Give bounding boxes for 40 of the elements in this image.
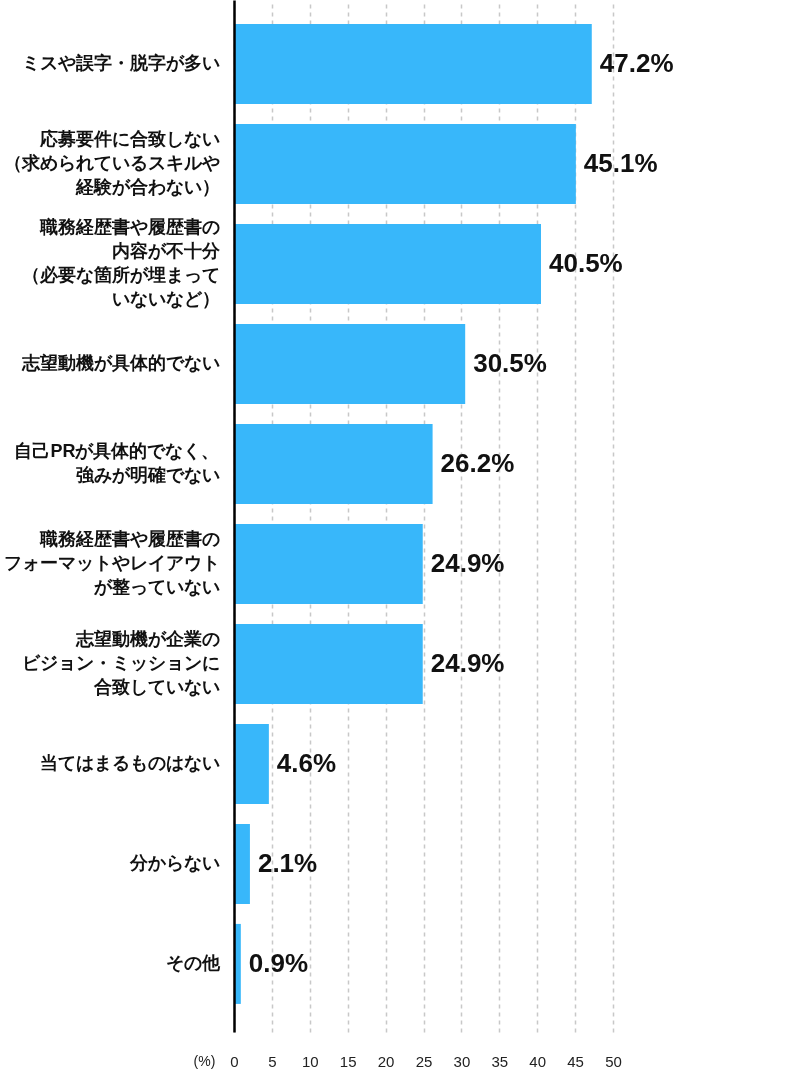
y-tick-label: 応募要件に合致しない（求められているスキルや経験が合わない） xyxy=(3,128,220,197)
y-tick-label: 当てはまるものはない xyxy=(39,752,220,773)
y-tick-label: その他 xyxy=(165,952,221,973)
y-tick-label: 志望動機が企業のビジョン・ミッションに合致していない xyxy=(21,628,220,697)
x-tick-label: 20 xyxy=(377,1052,395,1070)
x-axis-title: (%) xyxy=(193,1052,216,1069)
bar xyxy=(234,323,466,404)
y-tick-label: 職務経歴書や履歴書のフォーマットやレイアウトが整っていない xyxy=(3,528,220,597)
x-tick-label: 50 xyxy=(605,1052,622,1070)
y-tick-label: 分からない xyxy=(128,852,220,873)
bar xyxy=(234,723,269,804)
x-tick-label: 40 xyxy=(529,1052,547,1070)
x-tick-label: 25 xyxy=(415,1052,433,1070)
bar xyxy=(234,623,423,704)
data-label: 40.5% xyxy=(548,247,623,278)
data-label: 26.2% xyxy=(440,447,515,478)
data-label: 47.2% xyxy=(599,47,674,78)
y-tick-label: 志望動機が具体的でない xyxy=(20,352,220,373)
y-tick-label: ミスや誤字・脱字が多い xyxy=(21,52,220,73)
bar xyxy=(234,223,541,304)
y-tick-label: 職務経歴書や履歴書の内容が不十分（必要な箇所が埋まっていないなど） xyxy=(21,216,221,309)
x-tick-label: 0 xyxy=(230,1052,239,1070)
x-tick-label: 35 xyxy=(491,1052,509,1070)
x-tick-label: 5 xyxy=(268,1052,277,1070)
data-label: 30.5% xyxy=(473,347,547,378)
data-label: 24.9% xyxy=(430,647,505,678)
y-tick-label: 自己PRが具体的でなく、強みが明確でない xyxy=(14,440,220,485)
x-tick-label: 45 xyxy=(567,1052,584,1070)
x-tick-label: 30 xyxy=(453,1052,471,1070)
bar xyxy=(234,23,592,104)
data-label: 24.9% xyxy=(430,547,505,578)
x-tick-label: 15 xyxy=(339,1052,357,1070)
x-tick-label: 10 xyxy=(301,1052,319,1070)
data-label: 45.1% xyxy=(583,147,658,178)
bar xyxy=(234,423,433,504)
data-label: 0.9% xyxy=(248,947,309,978)
data-label: 4.6% xyxy=(276,747,337,778)
bar xyxy=(234,523,423,604)
bar xyxy=(234,123,576,204)
data-label: 2.1% xyxy=(257,847,318,878)
